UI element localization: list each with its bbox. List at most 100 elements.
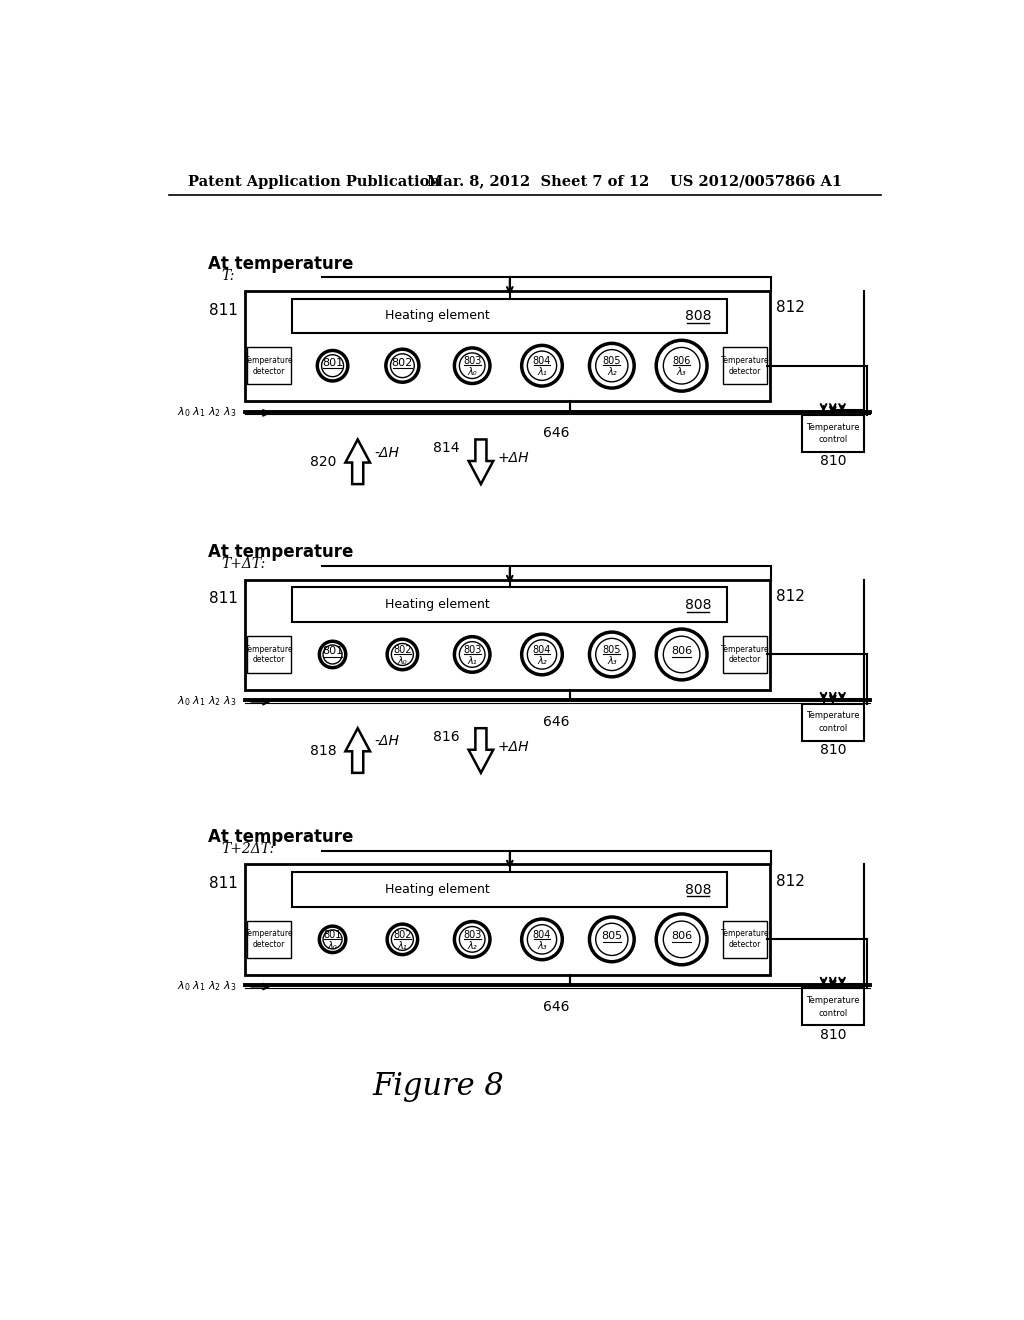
Text: λ₁: λ₁ [467,656,477,665]
Text: Mar. 8, 2012  Sheet 7 of 12: Mar. 8, 2012 Sheet 7 of 12 [427,174,649,189]
Text: 806: 806 [671,647,692,656]
Text: +ΔH: +ΔH [498,451,529,465]
Text: detector: detector [253,655,286,664]
Text: Heating element: Heating element [385,598,489,611]
Text: detector: detector [729,367,761,376]
Text: 816: 816 [433,730,460,743]
Text: Temperature: Temperature [806,997,859,1006]
Bar [292,873,727,907]
Bar [802,414,863,451]
Bar [292,587,727,622]
Text: 646: 646 [543,715,569,729]
Bar [723,347,767,384]
Text: λ₂: λ₂ [607,367,616,378]
Text: 803: 803 [463,645,481,655]
Text: 803: 803 [463,356,481,366]
Text: US 2012/0057866 A1: US 2012/0057866 A1 [670,174,842,189]
Text: 814: 814 [433,441,460,455]
Text: -ΔH: -ΔH [375,446,399,459]
Text: Temperature: Temperature [245,356,294,364]
Bar [247,347,292,384]
Text: 812: 812 [776,300,805,315]
Bar [247,921,292,958]
Text: Patent Application Publication: Patent Application Publication [188,174,440,189]
Bar [245,865,770,974]
Text: 801: 801 [324,929,342,940]
Text: 646: 646 [543,426,569,441]
Text: 808: 808 [685,598,712,611]
Bar [292,298,727,333]
Text: $\lambda_0$ $\lambda_1$ $\lambda_2$ $\lambda_3$: $\lambda_0$ $\lambda_1$ $\lambda_2$ $\la… [177,405,237,420]
Text: λ₃: λ₃ [538,941,547,950]
Text: T+2ΔT:: T+2ΔT: [221,842,274,857]
Text: Temperature: Temperature [806,422,859,432]
Text: 811: 811 [210,876,239,891]
Text: 806: 806 [671,932,692,941]
Text: T:: T: [221,268,234,282]
Bar [802,704,863,741]
Text: detector: detector [729,940,761,949]
Bar [245,579,770,689]
Text: 801: 801 [322,647,343,656]
Text: detector: detector [253,367,286,376]
Text: 805: 805 [602,645,622,655]
Text: 810: 810 [819,454,846,469]
Text: Temperature: Temperature [721,356,769,364]
Bar [245,290,770,401]
Text: 808: 808 [685,309,712,323]
Text: Figure 8: Figure 8 [373,1071,505,1102]
Bar [247,636,292,673]
Text: control: control [818,1008,848,1018]
Text: 805: 805 [602,356,622,366]
Text: At temperature: At temperature [208,255,353,273]
Text: 802: 802 [393,929,412,940]
Text: 801: 801 [322,358,343,368]
Text: 806: 806 [673,356,691,366]
Bar [802,989,863,1026]
Text: Heating element: Heating element [385,883,489,896]
Text: At temperature: At temperature [208,544,353,561]
Text: λ₂: λ₂ [538,656,547,665]
Text: detector: detector [253,940,286,949]
Text: 802: 802 [392,358,413,368]
Text: control: control [818,436,848,444]
Text: λ₁: λ₁ [397,941,408,950]
Text: Temperature: Temperature [245,644,294,653]
Text: λ₂: λ₂ [467,941,477,950]
Text: 804: 804 [532,645,551,655]
Text: Temperature: Temperature [721,929,769,939]
Text: 804: 804 [532,929,551,940]
Text: 810: 810 [819,743,846,756]
Text: T+ΔT:: T+ΔT: [221,557,265,572]
Text: λ₃: λ₃ [607,656,616,665]
Text: 808: 808 [685,883,712,896]
Text: Temperature: Temperature [806,711,859,721]
Bar [723,636,767,673]
Polygon shape [469,440,494,484]
Text: λ₀: λ₀ [397,656,408,665]
Text: 820: 820 [310,455,336,469]
Text: 810: 810 [819,1028,846,1041]
Text: Heating element: Heating element [385,309,489,322]
Text: 646: 646 [543,1001,569,1014]
Text: λ₀: λ₀ [467,367,477,378]
Text: 812: 812 [776,874,805,888]
Text: Temperature: Temperature [245,929,294,939]
Text: Temperature: Temperature [721,644,769,653]
Text: 811: 811 [210,591,239,606]
Text: $\lambda_0$ $\lambda_1$ $\lambda_2$ $\lambda_3$: $\lambda_0$ $\lambda_1$ $\lambda_2$ $\la… [177,979,237,993]
Text: $\lambda_0$ $\lambda_1$ $\lambda_2$ $\lambda_3$: $\lambda_0$ $\lambda_1$ $\lambda_2$ $\la… [177,694,237,708]
Text: control: control [818,723,848,733]
Text: 818: 818 [309,743,336,758]
Text: 812: 812 [776,589,805,605]
Text: At temperature: At temperature [208,829,353,846]
Text: -ΔH: -ΔH [375,734,399,748]
Text: 811: 811 [210,302,239,318]
Polygon shape [469,729,494,774]
Text: λ₃: λ₃ [677,367,686,378]
Text: λ₀: λ₀ [328,941,337,950]
Text: 803: 803 [463,929,481,940]
Text: λ₁: λ₁ [538,367,547,378]
Text: detector: detector [729,655,761,664]
Bar [723,921,767,958]
